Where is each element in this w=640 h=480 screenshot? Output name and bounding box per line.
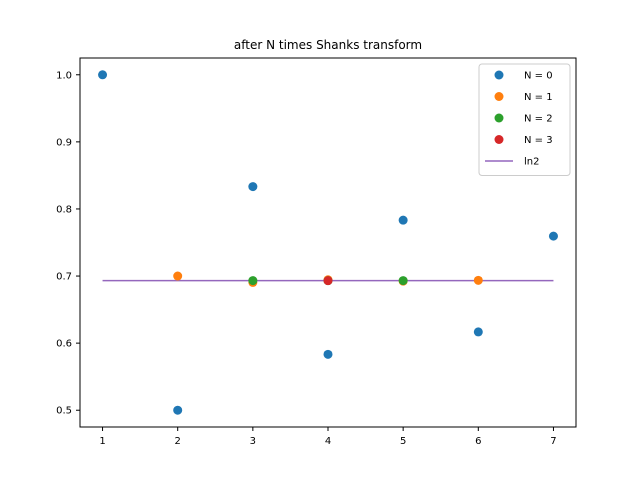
legend-marker (494, 92, 504, 101)
legend-box (478, 63, 571, 176)
data-point-series0-6 (548, 231, 558, 241)
legend-label: N = 3 (524, 135, 553, 146)
data-point-series0-3 (323, 349, 333, 359)
legend-marker (494, 70, 504, 80)
x-tick-label: 3 (250, 436, 256, 447)
x-tick-label: 5 (400, 436, 406, 447)
legend-marker (494, 135, 504, 144)
data-point-series0-1 (173, 405, 183, 415)
legend: N = 0 N = 1 N = 2 N = 3 ln2 (478, 63, 571, 176)
chart-title: after N times Shanks transform (234, 38, 422, 52)
legend-label: N = 0 (524, 71, 553, 82)
y-tick-label: 0.8 (56, 204, 72, 215)
x-tick-label: 2 (175, 436, 181, 447)
data-point-series0-4 (398, 215, 408, 225)
x-tick-label: 7 (550, 436, 556, 447)
x-tick-label: 1 (99, 436, 105, 447)
y-tick-label: 1.0 (56, 70, 72, 81)
y-tick-label: 0.7 (56, 272, 72, 283)
legend-marker (494, 113, 504, 123)
data-point-series2-0 (248, 276, 258, 286)
y-tick-label: 0.9 (56, 137, 72, 148)
data-point-series1-0 (173, 271, 183, 281)
axes: 1 2 3 4 5 6 7 0.5 0.6 0.7 0.8 0.9 1.0 (56, 57, 577, 447)
data-point-series0-2 (248, 182, 258, 192)
plot-area (98, 70, 558, 415)
data-point-series2-2 (398, 276, 408, 286)
y-tick-label: 0.5 (56, 406, 72, 417)
legend-label: N = 1 (524, 92, 553, 103)
legend-label: N = 2 (524, 114, 553, 125)
data-point-series0-0 (98, 70, 108, 80)
x-tick-label: 6 (475, 436, 481, 447)
y-tick-label: 0.6 (56, 339, 72, 350)
data-point-series3-0 (323, 276, 333, 286)
x-tick-label: 4 (325, 436, 331, 447)
data-point-series1-4 (473, 275, 483, 285)
data-point-series0-5 (473, 327, 483, 337)
legend-label: ln2 (524, 157, 539, 168)
